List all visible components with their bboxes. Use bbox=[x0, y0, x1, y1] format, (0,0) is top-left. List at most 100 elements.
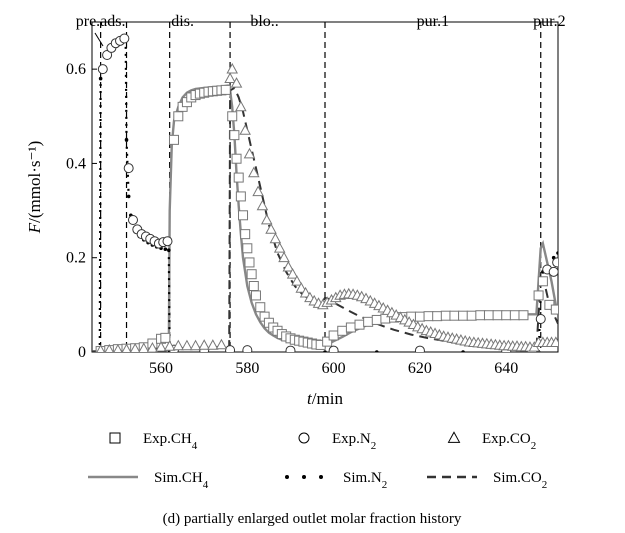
sim-point bbox=[556, 251, 558, 255]
marker-square bbox=[240, 229, 251, 240]
marker-circle bbox=[162, 236, 173, 247]
marker-triangle bbox=[243, 147, 256, 159]
legend-item-Exp.CH4: Exp.CH4 bbox=[109, 431, 198, 452]
legend-label: Sim.CO2 bbox=[493, 470, 547, 491]
marker-square bbox=[449, 310, 460, 321]
marker-triangle bbox=[172, 339, 185, 351]
phase-label: blo.. bbox=[250, 13, 278, 30]
marker-triangle bbox=[207, 339, 219, 350]
marker-triangle bbox=[198, 339, 210, 350]
marker-square bbox=[440, 310, 451, 321]
marker-square bbox=[501, 310, 512, 321]
phase-label: dis. bbox=[171, 13, 194, 30]
marker-triangle bbox=[215, 338, 228, 350]
marker-square bbox=[414, 311, 425, 322]
legend-item-Sim.N2: Sim.N2 bbox=[285, 470, 387, 491]
marker-triangle bbox=[224, 72, 236, 83]
marker-triangle bbox=[256, 199, 269, 211]
sim-point bbox=[126, 194, 131, 199]
phase-label: pre.ads. bbox=[76, 13, 126, 30]
marker-triangle bbox=[260, 213, 273, 225]
marker-triangle bbox=[447, 431, 461, 443]
legend-item-Exp.CO2: Exp.CO2 bbox=[447, 431, 536, 452]
y-axis-title: F/(mmol·s⁻¹) bbox=[25, 141, 44, 234]
marker-square bbox=[466, 310, 477, 321]
figure-caption: (d) partially enlarged outlet molar frac… bbox=[163, 511, 462, 527]
y-tick-label: 0.4 bbox=[66, 155, 86, 172]
marker-circle bbox=[552, 257, 558, 268]
marker-triangle bbox=[286, 267, 299, 279]
y-axis-unit: /(mmol·s⁻¹) bbox=[25, 141, 44, 223]
x-tick-label: 620 bbox=[408, 360, 432, 377]
marker-square bbox=[255, 302, 266, 313]
marker-square bbox=[550, 304, 558, 315]
marker-square bbox=[160, 332, 171, 343]
legend-label: Exp.CH4 bbox=[143, 431, 198, 452]
x-tick-label: 580 bbox=[235, 360, 259, 377]
marker-triangle bbox=[252, 185, 264, 197]
marker-triangle bbox=[155, 341, 167, 352]
marker-square bbox=[244, 257, 255, 268]
legend-label: Sim.N2 bbox=[343, 470, 387, 491]
x-tick-label: 640 bbox=[494, 360, 518, 377]
marker-square bbox=[432, 311, 443, 322]
marker-square bbox=[250, 290, 261, 301]
marker-square bbox=[354, 319, 365, 330]
marker-square bbox=[173, 111, 184, 122]
marker-circle bbox=[123, 163, 134, 174]
marker-circle bbox=[119, 33, 130, 44]
marker-square bbox=[423, 311, 434, 322]
legend-label: Exp.N2 bbox=[332, 431, 376, 452]
marker-square bbox=[322, 336, 333, 347]
marker-circle bbox=[535, 314, 546, 324]
y-tick-label: 0.6 bbox=[66, 61, 86, 78]
marker-circle bbox=[328, 345, 339, 352]
marker-square bbox=[518, 310, 529, 321]
sim-point bbox=[374, 350, 379, 352]
marker-square bbox=[246, 269, 257, 280]
legend-label: Sim.CH4 bbox=[154, 470, 209, 491]
x-tick-label: 600 bbox=[322, 360, 346, 377]
marker-square bbox=[345, 322, 356, 333]
marker-triangle bbox=[138, 342, 149, 352]
marker-triangle bbox=[278, 251, 290, 263]
marker-circle bbox=[225, 345, 236, 352]
marker-square bbox=[458, 310, 469, 321]
marker-triangle bbox=[248, 166, 260, 178]
marker-triangle bbox=[96, 344, 105, 352]
marker-triangle bbox=[235, 100, 247, 112]
marker-square bbox=[483, 310, 494, 321]
y-tick-label: 0.2 bbox=[66, 250, 86, 267]
series-layer bbox=[92, 33, 558, 352]
marker-circle bbox=[242, 345, 253, 352]
marker-square bbox=[492, 310, 503, 321]
legend-swatch-dot bbox=[302, 475, 306, 479]
marker-triangle bbox=[295, 282, 308, 293]
sim-point bbox=[323, 350, 327, 352]
marker-triangle bbox=[282, 260, 295, 272]
marker-circle bbox=[102, 50, 113, 60]
marker-triangle bbox=[269, 232, 282, 244]
x-axis-title: t/min bbox=[307, 389, 343, 408]
marker-square bbox=[248, 281, 259, 291]
marker-square bbox=[371, 314, 382, 325]
legend-item-Exp.N2: Exp.N2 bbox=[298, 431, 376, 452]
marker-triangle bbox=[299, 286, 312, 298]
marker-triangle bbox=[291, 275, 303, 286]
marker-square bbox=[168, 134, 179, 145]
legend-item-Sim.CH4: Sim.CH4 bbox=[88, 470, 209, 491]
marker-triangle bbox=[104, 343, 114, 352]
marker-circle bbox=[414, 345, 425, 352]
axis-ticks: 560 580 600 620 640 0 0.2 0.4 0.6 bbox=[66, 61, 518, 377]
marker-square bbox=[233, 172, 244, 183]
marker-triangle bbox=[239, 124, 251, 135]
marker-triangle bbox=[130, 342, 141, 352]
sim-point bbox=[461, 350, 465, 352]
marker-square bbox=[227, 111, 238, 122]
phase-label: pur.1 bbox=[417, 13, 449, 30]
marker-square bbox=[363, 316, 374, 327]
marker-square bbox=[229, 130, 240, 141]
marker-square bbox=[109, 432, 121, 444]
marker-square bbox=[328, 330, 339, 341]
